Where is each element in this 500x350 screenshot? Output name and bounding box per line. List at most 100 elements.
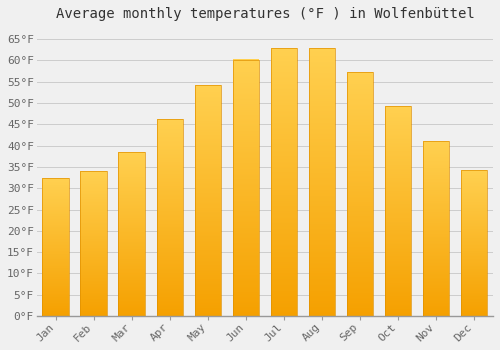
Bar: [194, 142, 221, 143]
Bar: [384, 227, 411, 228]
Bar: [194, 278, 221, 279]
Bar: [80, 178, 107, 179]
Bar: [384, 241, 411, 243]
Bar: [194, 149, 221, 150]
Bar: [194, 154, 221, 155]
Bar: [80, 247, 107, 248]
Bar: [384, 127, 411, 128]
Bar: [118, 157, 145, 158]
Bar: [156, 225, 183, 226]
Bar: [232, 238, 259, 239]
Bar: [270, 218, 297, 219]
Bar: [270, 202, 297, 203]
Bar: [346, 304, 374, 305]
Bar: [156, 262, 183, 263]
Bar: [118, 313, 145, 314]
Bar: [194, 195, 221, 196]
Bar: [156, 132, 183, 133]
Bar: [194, 231, 221, 232]
Bar: [422, 158, 450, 159]
Bar: [118, 231, 145, 232]
Bar: [194, 211, 221, 212]
Bar: [156, 173, 183, 174]
Bar: [346, 254, 374, 255]
Bar: [308, 111, 335, 113]
Bar: [42, 291, 69, 292]
Bar: [270, 133, 297, 135]
Bar: [422, 193, 450, 194]
Bar: [194, 202, 221, 203]
Bar: [156, 163, 183, 164]
Bar: [156, 236, 183, 237]
Bar: [80, 280, 107, 281]
Bar: [42, 177, 69, 178]
Bar: [270, 56, 297, 57]
Bar: [194, 225, 221, 226]
Bar: [194, 128, 221, 129]
Bar: [118, 181, 145, 182]
Bar: [80, 262, 107, 263]
Bar: [422, 214, 450, 215]
Bar: [42, 281, 69, 282]
Bar: [422, 208, 450, 209]
Bar: [346, 268, 374, 270]
Bar: [308, 153, 335, 154]
Bar: [42, 227, 69, 228]
Bar: [384, 235, 411, 236]
Bar: [384, 282, 411, 284]
Bar: [422, 221, 450, 222]
Bar: [194, 299, 221, 300]
Bar: [308, 285, 335, 287]
Bar: [156, 274, 183, 275]
Bar: [156, 190, 183, 191]
Bar: [194, 168, 221, 169]
Bar: [346, 150, 374, 152]
Bar: [156, 213, 183, 214]
Bar: [156, 232, 183, 233]
Bar: [422, 227, 450, 228]
Bar: [270, 107, 297, 108]
Bar: [194, 292, 221, 293]
Bar: [80, 297, 107, 298]
Bar: [232, 275, 259, 276]
Bar: [118, 193, 145, 194]
Bar: [308, 206, 335, 208]
Bar: [156, 206, 183, 207]
Bar: [232, 308, 259, 310]
Bar: [308, 225, 335, 226]
Bar: [80, 287, 107, 288]
Bar: [308, 150, 335, 152]
Bar: [118, 283, 145, 284]
Bar: [42, 216, 69, 217]
Bar: [346, 234, 374, 236]
Bar: [42, 191, 69, 192]
Bar: [194, 172, 221, 173]
Bar: [42, 256, 69, 257]
Bar: [156, 247, 183, 248]
Bar: [270, 88, 297, 89]
Bar: [156, 234, 183, 235]
Bar: [118, 285, 145, 286]
Bar: [118, 294, 145, 295]
Bar: [232, 288, 259, 289]
Bar: [270, 280, 297, 281]
Bar: [232, 284, 259, 285]
Bar: [80, 189, 107, 190]
Bar: [346, 131, 374, 132]
Bar: [118, 166, 145, 167]
Bar: [422, 315, 450, 316]
Bar: [384, 268, 411, 269]
Bar: [384, 146, 411, 147]
Bar: [80, 254, 107, 255]
Bar: [460, 285, 487, 286]
Bar: [232, 156, 259, 157]
Bar: [346, 256, 374, 258]
Bar: [346, 306, 374, 308]
Bar: [42, 270, 69, 271]
Bar: [194, 124, 221, 126]
Bar: [232, 90, 259, 92]
Bar: [460, 187, 487, 188]
Bar: [232, 301, 259, 302]
Bar: [384, 223, 411, 224]
Bar: [156, 287, 183, 288]
